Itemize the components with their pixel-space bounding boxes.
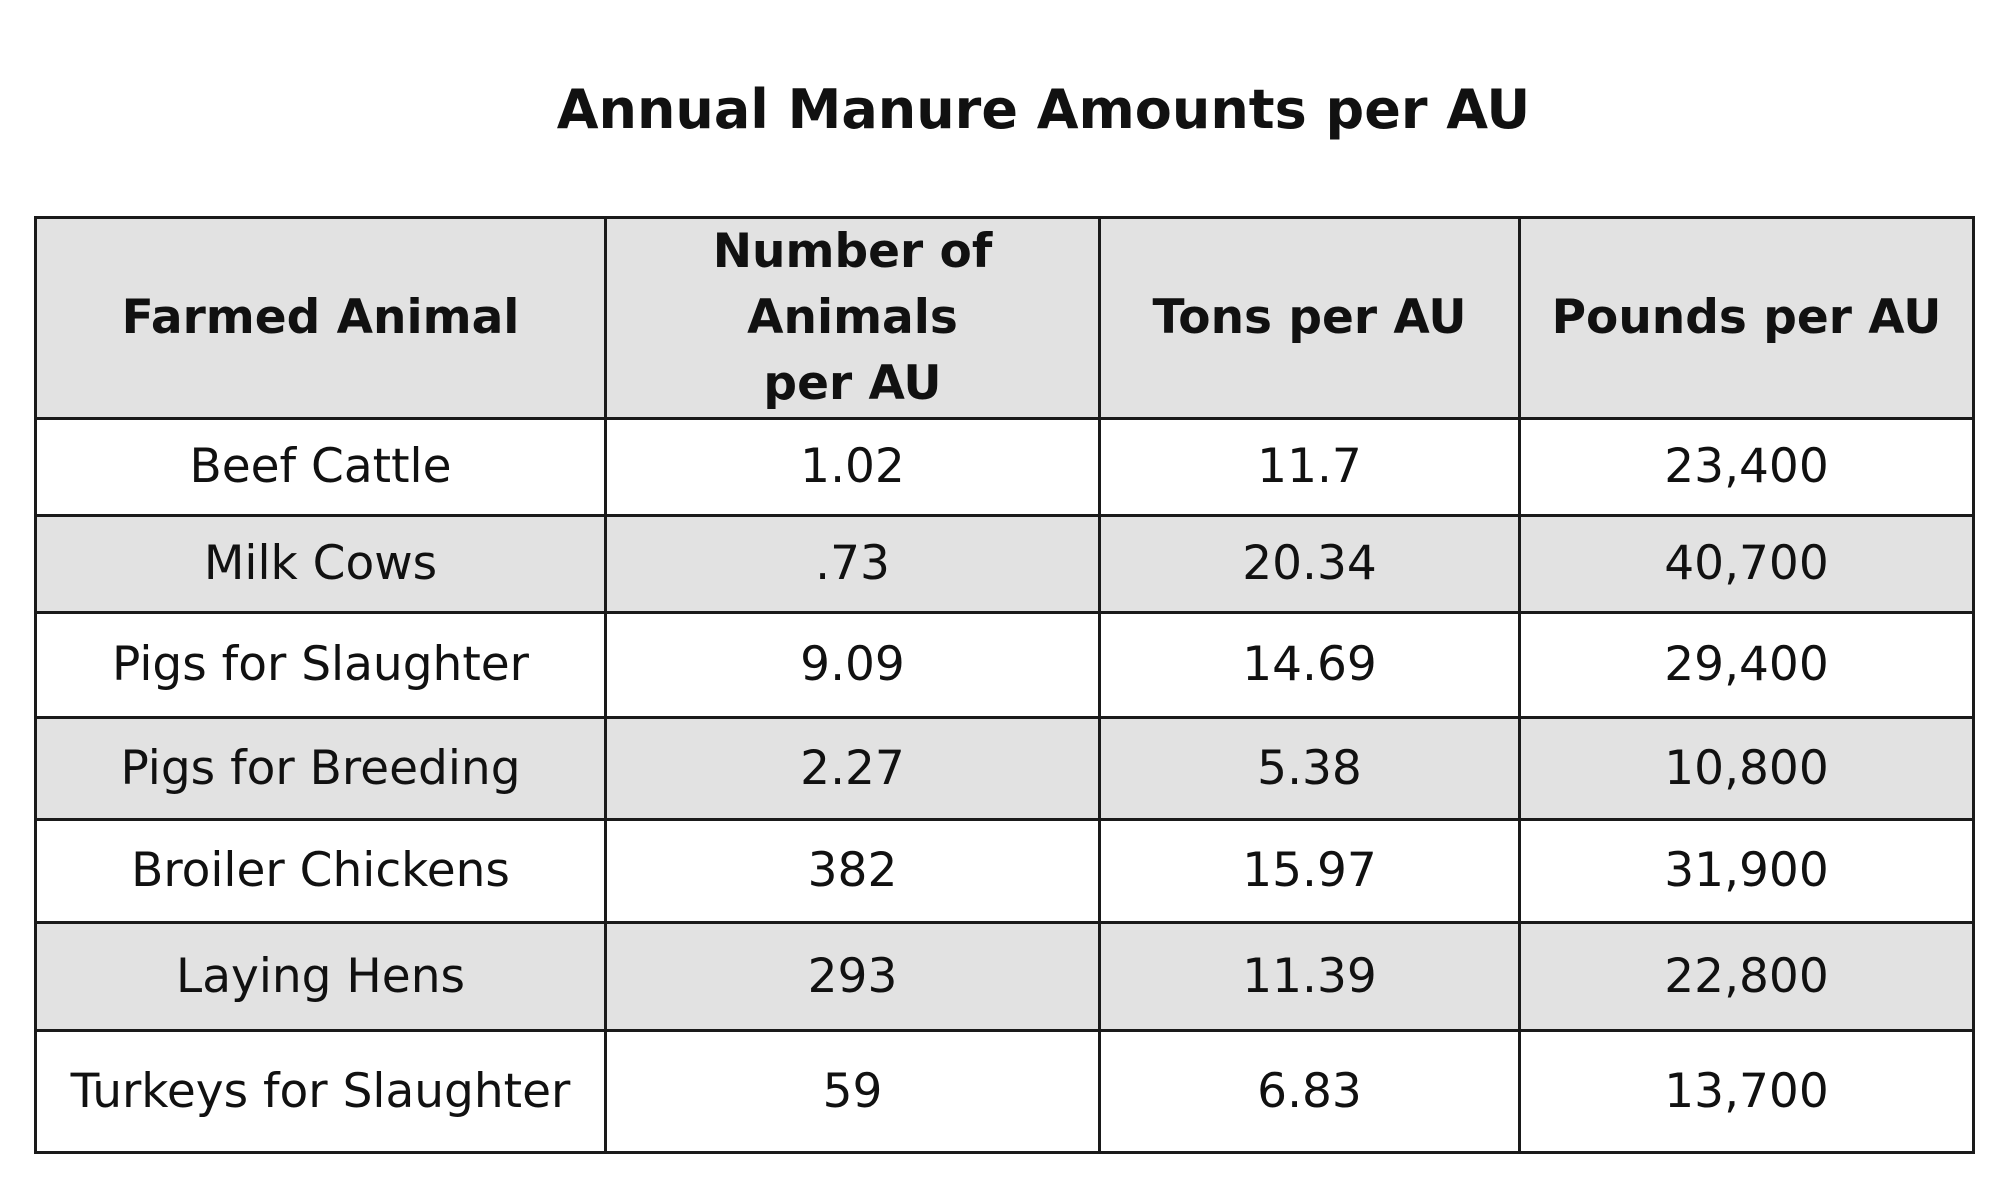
- column-header-animals-per-au: Number of Animals per AU: [604, 216, 1101, 420]
- table-title: Annual Manure Amounts per AU: [556, 78, 1531, 141]
- cell-pounds-per-au: 31,900: [1518, 818, 1975, 924]
- cell-farmed-animal: Milk Cows: [34, 514, 607, 614]
- cell-tons-per-au: 11.7: [1098, 417, 1521, 517]
- cell-animals-per-au: 2.27: [604, 716, 1101, 821]
- table-row: Broiler Chickens 382 15.97 31,900: [34, 818, 1975, 924]
- column-header-pounds-per-au: Pounds per AU: [1518, 216, 1975, 420]
- cell-pounds-per-au: 10,800: [1518, 716, 1975, 821]
- cell-tons-per-au: 20.34: [1098, 514, 1521, 614]
- cell-farmed-animal: Pigs for Slaughter: [34, 611, 607, 719]
- cell-animals-per-au: 382: [604, 818, 1101, 924]
- cell-farmed-animal: Broiler Chickens: [34, 818, 607, 924]
- column-header-tons-per-au: Tons per AU: [1098, 216, 1521, 420]
- manure-table: Farmed Animal Number of Animals per AU To…: [34, 216, 1975, 1154]
- cell-tons-per-au: 15.97: [1098, 818, 1521, 924]
- table-row: Milk Cows .73 20.34 40,700: [34, 514, 1975, 614]
- cell-farmed-animal: Pigs for Breeding: [34, 716, 607, 821]
- table-row: Laying Hens 293 11.39 22,800: [34, 921, 1975, 1032]
- cell-animals-per-au: 293: [604, 921, 1101, 1032]
- header-row: Farmed Animal Number of Animals per AU To…: [34, 216, 1975, 420]
- cell-farmed-animal: Turkeys for Slaughter: [34, 1029, 607, 1154]
- cell-tons-per-au: 6.83: [1098, 1029, 1521, 1154]
- cell-pounds-per-au: 23,400: [1518, 417, 1975, 517]
- cell-tons-per-au: 14.69: [1098, 611, 1521, 719]
- table-row: Pigs for Breeding 2.27 5.38 10,800: [34, 716, 1975, 821]
- table-row: Turkeys for Slaughter 59 6.83 13,700: [34, 1029, 1975, 1154]
- column-header-farmed-animal: Farmed Animal: [34, 216, 607, 420]
- cell-animals-per-au: .73: [604, 514, 1101, 614]
- cell-farmed-animal: Beef Cattle: [34, 417, 607, 517]
- cell-tons-per-au: 11.39: [1098, 921, 1521, 1032]
- cell-animals-per-au: 9.09: [604, 611, 1101, 719]
- cell-farmed-animal: Laying Hens: [34, 921, 607, 1032]
- cell-tons-per-au: 5.38: [1098, 716, 1521, 821]
- table-row: Beef Cattle 1.02 11.7 23,400: [34, 417, 1975, 517]
- cell-animals-per-au: 1.02: [604, 417, 1101, 517]
- cell-pounds-per-au: 13,700: [1518, 1029, 1975, 1154]
- cell-pounds-per-au: 40,700: [1518, 514, 1975, 614]
- cell-animals-per-au: 59: [604, 1029, 1101, 1154]
- cell-pounds-per-au: 22,800: [1518, 921, 1975, 1032]
- cell-pounds-per-au: 29,400: [1518, 611, 1975, 719]
- table-row: Pigs for Slaughter 9.09 14.69 29,400: [34, 611, 1975, 719]
